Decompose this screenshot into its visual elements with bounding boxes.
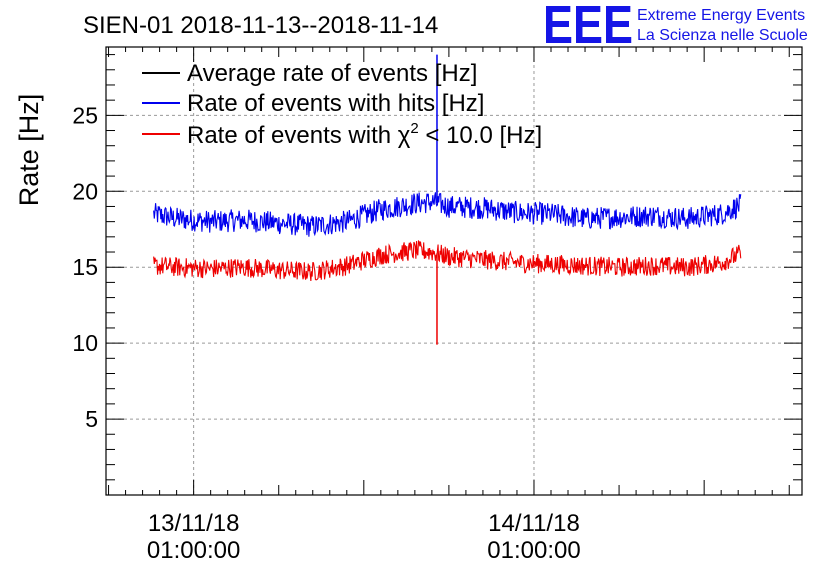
eee-logo: EEE Extreme Energy Events La Scienza nel… xyxy=(543,0,808,55)
y-tick-label: 20 xyxy=(72,178,98,204)
eee-logo-line2: La Scienza nelle Scuole xyxy=(637,27,808,44)
y-tick-labels: 5 10 15 20 25 xyxy=(72,102,98,432)
legend-label-chi2: Rate of events with χ2 < 10.0 [Hz] xyxy=(187,120,542,149)
legend-label-average: Average rate of events [Hz] xyxy=(187,60,477,87)
x-tick-time: 01:00:00 xyxy=(487,537,580,564)
y-tick-label: 10 xyxy=(72,330,98,356)
chart-title: SIEN-01 2018-11-13--2018-11-14 xyxy=(83,12,438,39)
series-line xyxy=(153,192,742,237)
y-tick-label: 25 xyxy=(72,102,98,128)
eee-logo-mark: EEE xyxy=(543,0,633,55)
data-series xyxy=(153,54,742,345)
legend: Average rate of events [Hz] Rate of even… xyxy=(142,60,542,149)
x-tick-date: 13/11/18 xyxy=(148,510,240,537)
eee-logo-line1: Extreme Energy Events xyxy=(637,7,805,24)
legend-label-hits: Rate of events with hits [Hz] xyxy=(187,90,484,117)
series-line xyxy=(153,239,742,282)
y-tick-label: 15 xyxy=(72,254,98,280)
y-tick-label: 5 xyxy=(85,406,98,432)
x-tick-time: 01:00:00 xyxy=(147,537,240,564)
y-axis-label: Rate [Hz] xyxy=(14,94,44,207)
axis-ticks xyxy=(106,47,802,495)
plot-frame xyxy=(105,46,803,496)
x-tick-date: 14/11/18 xyxy=(488,510,580,537)
